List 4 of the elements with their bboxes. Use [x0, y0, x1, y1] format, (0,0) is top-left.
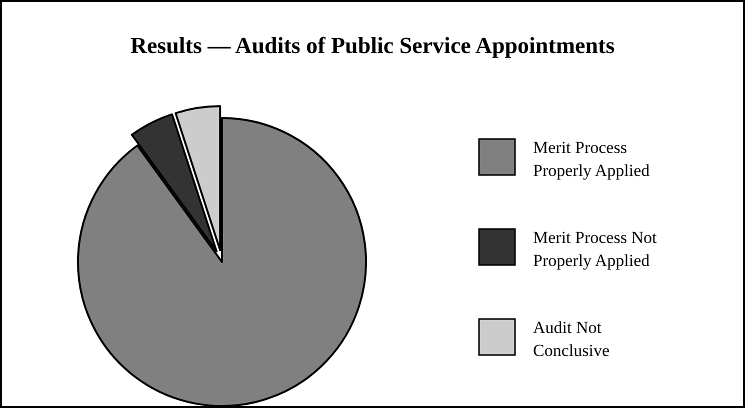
legend-label: Audit Not Conclusive — [533, 318, 610, 360]
legend-label: Merit Process Properly Applied — [533, 138, 650, 180]
legend-label: Merit Process Not Properly Applied — [533, 228, 657, 270]
chart-title: Results — Audits of Public Service Appointments — [130, 33, 615, 58]
